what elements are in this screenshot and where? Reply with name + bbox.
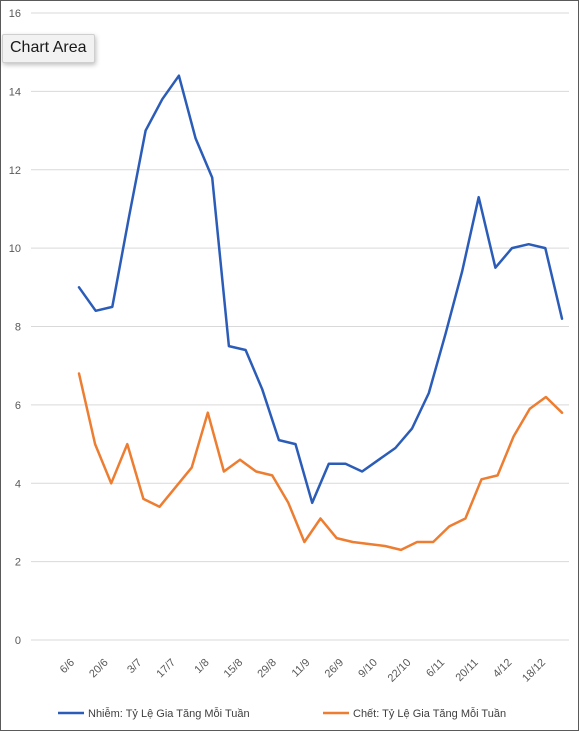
x-tick-label: 3/7 (125, 657, 144, 676)
x-tick-label: 18/12 (520, 657, 548, 685)
x-tick-label: 15/8 (222, 657, 246, 681)
y-axis-ticks: 0 2 4 6 8 10 12 14 16 (9, 8, 21, 647)
x-tick-label: 29/8 (255, 657, 279, 681)
x-tick-label: 11/9 (290, 657, 313, 680)
y-tick-label: 10 (9, 243, 21, 255)
x-tick-label: 26/9 (323, 657, 347, 681)
series-line-2[interactable] (77, 372, 564, 552)
x-tick-label: 6/6 (58, 657, 77, 676)
y-tick-label: 16 (9, 8, 21, 20)
legend-label: Nhiễm: Tỷ Lệ Gia Tăng Mỗi Tuần (88, 707, 250, 720)
x-tick-label: 9/10 (356, 657, 380, 681)
y-tick-label: 8 (15, 322, 21, 334)
legend-item-2[interactable]: Chết: Tỷ Lệ Gia Tăng Mỗi Tuần (323, 707, 506, 720)
x-tick-label: 20/11 (453, 657, 480, 684)
y-tick-label: 2 (15, 557, 21, 569)
gridlines (31, 12, 569, 641)
y-tick-label: 12 (9, 165, 21, 177)
y-tick-label: 4 (15, 478, 21, 490)
y-tick-label: 14 (9, 86, 21, 98)
x-tick-label: 4/12 (491, 657, 515, 681)
series-lines[interactable] (77, 74, 564, 552)
x-axis-ticks: 6/6 20/6 3/7 17/7 1/8 15/8 29/8 11/9 26/9 9/10 22/… (58, 657, 548, 685)
legend-item-1[interactable]: Nhiễm: Tỷ Lệ Gia Tăng Mỗi Tuần (58, 707, 250, 720)
x-tick-label: 17/7 (154, 657, 178, 681)
x-tick-label: 22/10 (386, 657, 414, 685)
x-tick-label: 20/6 (87, 657, 111, 681)
x-tick-label: 1/8 (192, 657, 211, 676)
chart-area-tooltip: Chart Area (2, 34, 96, 63)
legend-label: Chết: Tỷ Lệ Gia Tăng Mỗi Tuần (353, 707, 506, 720)
y-tick-label: 0 (15, 635, 21, 647)
x-tick-label: 6/11 (424, 657, 447, 680)
y-tick-label: 6 (15, 400, 21, 412)
legend[interactable]: Nhiễm: Tỷ Lệ Gia Tăng Mỗi Tuần Chết: Tỷ L… (58, 707, 506, 720)
series-line-1[interactable] (77, 74, 564, 505)
